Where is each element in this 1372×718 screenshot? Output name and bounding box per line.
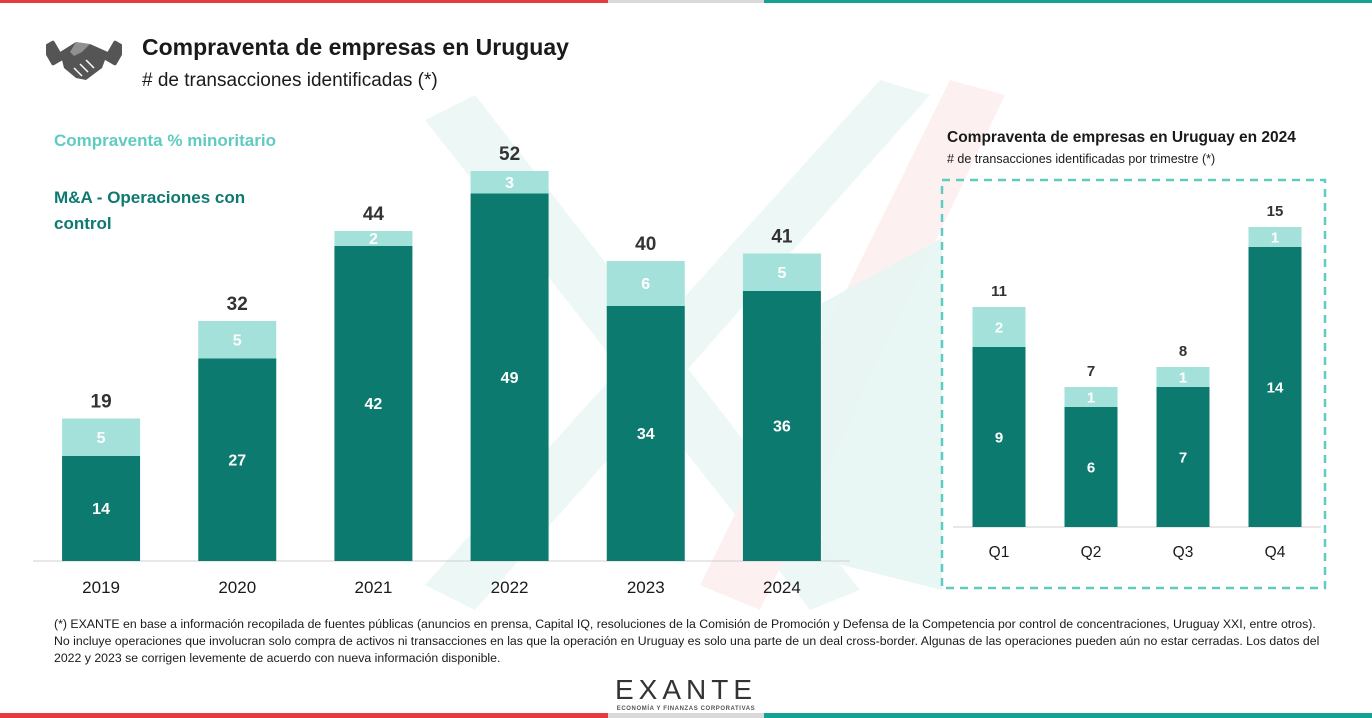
quarterly-tick-label: Q2 (1081, 544, 1102, 561)
annual-bar-control (470, 193, 549, 561)
annual-bar-minority (198, 321, 277, 359)
annual-label-minority: 5 (777, 265, 786, 282)
inset-frame (940, 178, 1327, 590)
annual-tick-label: 2022 (491, 578, 529, 597)
annual-label-control: 27 (228, 452, 246, 469)
annual-label-minority: 5 (233, 332, 242, 349)
annual-label-control: 34 (637, 426, 655, 443)
legend-control: M&A - Operaciones con control (54, 188, 246, 233)
quarterly-label-total: 7 (1087, 363, 1095, 380)
inset-title: Compraventa de empresas en Uruguay en 20… (947, 129, 1296, 146)
annual-bar-control (742, 291, 821, 561)
quarterly-tick-label: Q3 (1173, 544, 1194, 561)
quarterly-label-minority: 2 (995, 319, 1003, 336)
quarterly-bar-minority (972, 307, 1026, 347)
quarterly-bar-control (972, 347, 1026, 527)
top-accent-bar (0, 0, 1372, 3)
quarterly-label-total: 11 (991, 283, 1007, 300)
annual-bar-minority (470, 171, 549, 194)
annual-bar-minority (334, 231, 413, 246)
annual-label-minority: 3 (505, 175, 514, 192)
annual-bar-minority (606, 261, 685, 306)
annual-label-total: 32 (227, 294, 248, 315)
annual-label-total: 19 (91, 392, 112, 413)
quarterly-label-control: 14 (1267, 379, 1284, 396)
page-title: Compraventa de empresas en Uruguay (142, 34, 569, 60)
annual-bar-control (606, 306, 685, 561)
handshake-icon (46, 40, 122, 80)
annual-tick-label: 2019 (82, 578, 120, 597)
quarterly-bar-control (1248, 247, 1302, 527)
quarterly-label-minority: 1 (1179, 369, 1187, 386)
footnote: (*) EXANTE en base a información recopil… (54, 617, 1320, 665)
quarterly-bar-control (1064, 407, 1118, 527)
quarterly-tick-label: Q4 (1265, 544, 1286, 561)
zoom-connector (822, 238, 942, 590)
quarterly-bar-control (1156, 387, 1210, 527)
annual-label-control: 49 (501, 370, 519, 387)
quarterly-tick-label: Q1 (989, 544, 1010, 561)
quarterly-label-total: 8 (1179, 343, 1187, 360)
logo-tagline: ECONOMÍA Y FINANZAS CORPORATIVAS (616, 706, 756, 712)
inset-subtitle: # de transacciones identificadas por tri… (947, 152, 1216, 166)
page-subtitle: # de transacciones identificadas (*) (142, 70, 438, 91)
logo-wordmark: EXANTE (614, 674, 758, 705)
annual-bar-control (198, 358, 277, 561)
quarterly-label-control: 9 (995, 429, 1003, 446)
quarterly-bar-minority (1064, 387, 1118, 407)
annual-label-total: 52 (499, 144, 520, 165)
annual-tick-label: 2024 (763, 578, 801, 597)
bottom-accent-bar (0, 713, 1372, 718)
annual-label-total: 44 (363, 204, 385, 225)
annual-label-minority: 5 (97, 430, 106, 447)
annual-label-minority: 6 (641, 276, 650, 293)
annual-bar-minority (62, 418, 141, 456)
quarterly-label-total: 15 (1267, 203, 1284, 220)
annual-tick-label: 2023 (627, 578, 665, 597)
annual-tick-label: 2021 (355, 578, 393, 597)
quarterly-label-control: 7 (1179, 449, 1187, 466)
annual-bar-minority (742, 253, 821, 291)
annual-label-control: 36 (773, 419, 791, 436)
exante-logo: EXANTE ECONOMÍA Y FINANZAS CORPORATIVAS (612, 674, 760, 716)
quarterly-label-minority: 1 (1087, 389, 1095, 406)
quarterly-label-minority: 1 (1271, 229, 1279, 246)
annual-label-minority: 2 (369, 231, 378, 248)
annual-label-control: 42 (365, 396, 383, 413)
annual-label-total: 41 (771, 227, 793, 248)
annual-tick-label: 2020 (218, 578, 256, 597)
annual-label-total: 40 (635, 234, 656, 255)
quarterly-bar-minority (1156, 367, 1210, 387)
annual-bar-control (62, 456, 141, 561)
legend-minority: Compraventa % minoritario (54, 131, 276, 150)
annual-label-control: 14 (92, 501, 110, 518)
quarterly-bar-minority (1248, 227, 1302, 247)
quarterly-label-control: 6 (1087, 459, 1095, 476)
annual-bar-control (334, 246, 413, 561)
